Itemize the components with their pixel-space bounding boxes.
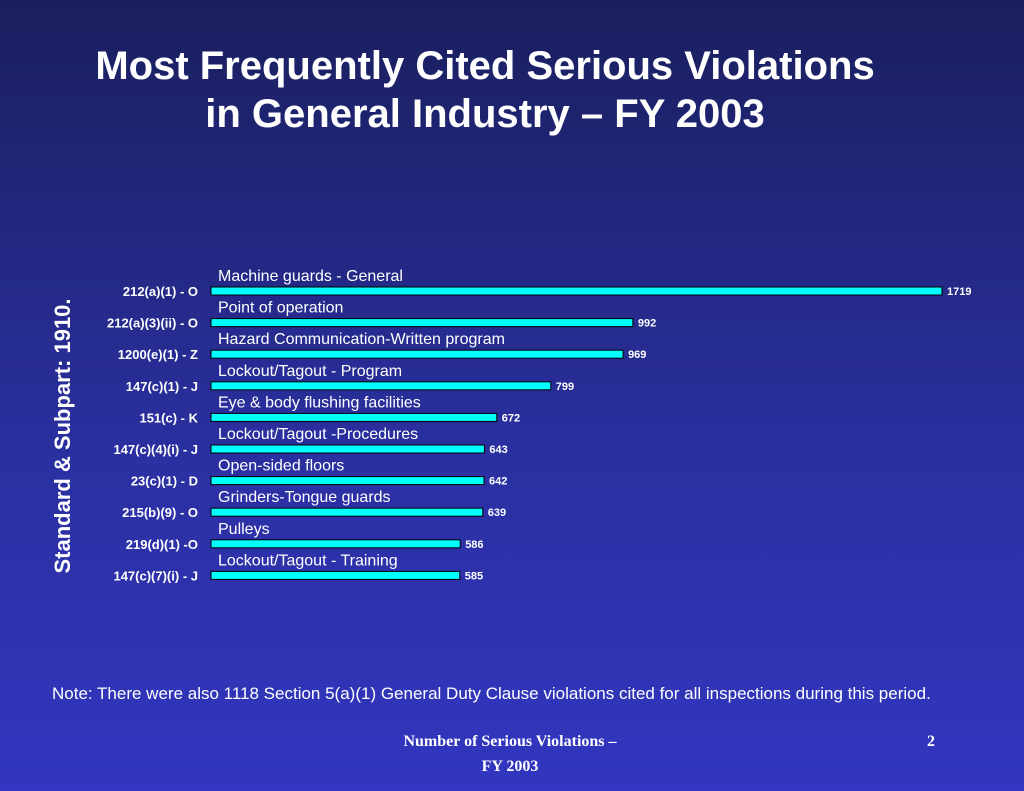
bar bbox=[210, 476, 485, 486]
bar-description-label: Lockout/Tagout -Procedures bbox=[218, 426, 418, 443]
bar bbox=[210, 381, 552, 391]
bar bbox=[210, 318, 634, 328]
category-tick-label: 151(c) - K bbox=[139, 410, 198, 425]
bar bbox=[210, 570, 461, 580]
bar bbox=[210, 286, 943, 296]
bar bbox=[210, 349, 624, 359]
bar bbox=[210, 507, 484, 517]
bar-description-label: Open-sided floors bbox=[218, 458, 344, 475]
category-tick-label: 147(c)(7)(i) - J bbox=[113, 568, 198, 583]
data-label: 643 bbox=[489, 444, 507, 456]
data-label: 992 bbox=[638, 318, 656, 330]
bar-description-label: Eye & body flushing facilities bbox=[218, 394, 421, 411]
footer-line-1: Number of Serious Violations – bbox=[403, 733, 617, 750]
data-label: 639 bbox=[488, 507, 506, 519]
category-tick-label: 147(c)(1) - J bbox=[126, 379, 198, 394]
bar-description-label: Point of operation bbox=[218, 300, 343, 317]
category-tick-label: 212(a)(1) - O bbox=[123, 284, 198, 299]
title-line-1: Most Frequently Cited Serious Violations bbox=[95, 44, 875, 88]
bar-description-label: Lockout/Tagout - Training bbox=[218, 552, 398, 569]
bar bbox=[210, 539, 461, 549]
bar-description-label: Grinders-Tongue guards bbox=[218, 489, 391, 506]
data-label: 585 bbox=[465, 570, 483, 582]
bar-chart: Standard & Subpart: 1910. Machine guards … bbox=[50, 268, 971, 583]
bar-description-label: Pulleys bbox=[218, 521, 270, 538]
data-label: 799 bbox=[556, 381, 574, 393]
page-number: 2 bbox=[927, 733, 935, 750]
category-tick-label: 212(a)(3)(ii) - O bbox=[107, 316, 198, 331]
category-tick-label: 1200(e)(1) - Z bbox=[118, 347, 198, 362]
footer-line-2: FY 2003 bbox=[481, 758, 539, 775]
data-label: 642 bbox=[489, 476, 507, 488]
y-axis-title: Standard & Subpart: 1910. bbox=[50, 298, 75, 573]
bar-description-label: Lockout/Tagout - Program bbox=[218, 363, 402, 380]
bar-description-label: Hazard Communication-Written program bbox=[218, 331, 505, 348]
bar bbox=[210, 412, 498, 422]
data-label: 586 bbox=[465, 539, 483, 551]
data-label: 672 bbox=[502, 412, 520, 424]
slide-title: Most Frequently Cited Serious Violations… bbox=[30, 42, 940, 138]
bar bbox=[210, 444, 485, 454]
category-tick-label: 147(c)(4)(i) - J bbox=[113, 442, 198, 457]
data-label: 969 bbox=[628, 349, 646, 361]
category-tick-label: 23(c)(1) - D bbox=[131, 474, 198, 489]
title-line-2: in General Industry – FY 2003 bbox=[205, 92, 765, 136]
category-tick-label: 215(b)(9) - O bbox=[122, 505, 198, 520]
data-label: 1719 bbox=[947, 286, 971, 298]
category-tick-label: 219(d)(1) -O bbox=[126, 537, 198, 552]
note-text: Note: There were also 1118 Section 5(a)(… bbox=[52, 684, 931, 703]
footer-caption: Number of Serious Violations – FY 2003 bbox=[360, 729, 660, 779]
bar-description-label: Machine guards - General bbox=[218, 268, 403, 285]
